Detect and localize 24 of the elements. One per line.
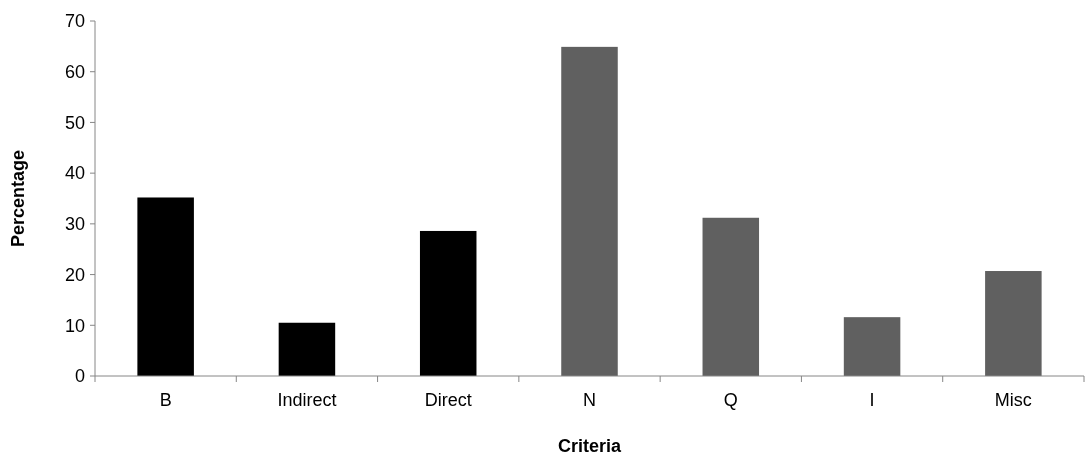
y-tick-label: 20 <box>64 264 85 285</box>
x-tick-label: B <box>159 390 172 410</box>
x-tick-label: Misc <box>994 390 1032 410</box>
x-tick-label: N <box>583 390 596 410</box>
bar <box>419 230 477 376</box>
x-tick-label: I <box>869 390 875 410</box>
x-tick-label: Direct <box>424 390 472 410</box>
bar <box>278 322 336 376</box>
bar <box>843 317 901 376</box>
x-tick-label: Q <box>723 390 738 410</box>
y-tick-label: 60 <box>64 62 85 83</box>
y-tick-label: 70 <box>64 11 85 32</box>
y-axis-title: Percentage <box>8 149 28 248</box>
bar <box>561 46 618 376</box>
bar <box>702 217 760 376</box>
y-tick-label: 30 <box>64 214 85 235</box>
x-axis-title: Criteria <box>557 436 622 456</box>
y-tick-label: 10 <box>64 315 85 336</box>
y-tick-label: 50 <box>64 112 85 133</box>
y-tick-label: 0 <box>74 366 85 387</box>
y-tick-label: 40 <box>64 163 85 184</box>
x-tick-label: Indirect <box>277 390 337 410</box>
bar <box>985 271 1042 376</box>
bar <box>137 197 194 376</box>
